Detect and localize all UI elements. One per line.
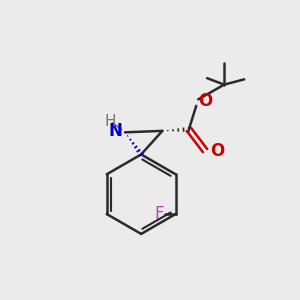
- Text: O: O: [210, 142, 224, 160]
- Text: O: O: [198, 92, 212, 110]
- Text: H: H: [104, 114, 116, 129]
- Text: N: N: [109, 122, 123, 140]
- Text: F: F: [154, 205, 164, 223]
